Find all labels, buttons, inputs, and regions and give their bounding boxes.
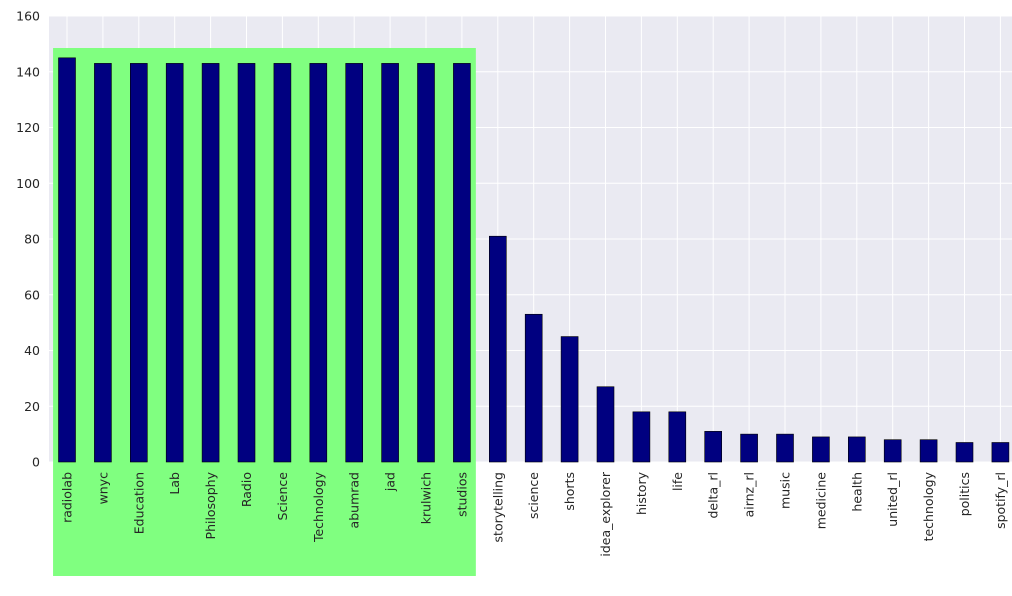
bar-Lab	[165, 63, 184, 463]
x-tick-label-jad: jad	[383, 472, 398, 492]
bar-technology	[919, 439, 938, 463]
bar-Science	[273, 63, 292, 463]
bars	[58, 57, 1010, 463]
bar-idea_explorer	[596, 386, 615, 463]
x-tick-label-Philosophy: Philosophy	[203, 471, 218, 539]
x-tick-label-science: science	[526, 472, 541, 519]
bar-politics	[955, 442, 974, 463]
bar-health	[847, 436, 866, 463]
y-tick-label: 20	[24, 399, 40, 414]
bar-medicine	[812, 436, 830, 463]
bar-life	[668, 411, 687, 463]
x-tick-label-technology: technology	[921, 471, 936, 541]
y-tick-label: 60	[24, 287, 40, 302]
x-tick-label-studios: studios	[454, 472, 469, 517]
x-tick-label-delta_rl: delta_rl	[706, 472, 721, 519]
bar-airnz_rl	[740, 433, 758, 463]
bar-storytelling	[488, 235, 507, 463]
bar-abumrad	[345, 63, 364, 463]
bar-music	[776, 433, 794, 463]
x-tick-label-united_rl: united_rl	[885, 472, 900, 527]
bar-spotify_rl	[991, 442, 1010, 463]
bar-united_rl	[883, 439, 902, 463]
bar-wnyc	[94, 63, 112, 463]
x-tick-label-storytelling: storytelling	[490, 472, 505, 542]
x-tick-label-Radio: Radio	[239, 472, 254, 507]
bar-jad	[381, 63, 399, 463]
y-tick-label: 160	[16, 9, 40, 24]
y-tick-label: 100	[16, 176, 40, 191]
bar-Radio	[237, 63, 256, 463]
bar-Education	[130, 63, 148, 463]
bar-Technology	[309, 63, 328, 463]
x-tick-label-Lab: Lab	[167, 472, 182, 495]
x-tick-label-airnz_rl: airnz_rl	[742, 472, 757, 517]
y-axis-ticks: 0 20 40 60 80 100 120 140 160	[16, 9, 40, 470]
x-tick-label-medicine: medicine	[813, 472, 828, 530]
x-axis-ticks: radiolab wnyc Education Lab Philosophy Radio S…	[60, 471, 1008, 556]
highlight-region	[53, 48, 476, 576]
bar-krulwich	[417, 63, 435, 463]
x-tick-label-life: life	[670, 472, 685, 491]
x-tick-label-radiolab: radiolab	[60, 472, 75, 523]
y-tick-label: 140	[16, 64, 40, 79]
x-tick-label-krulwich: krulwich	[419, 472, 434, 524]
x-tick-label-Education: Education	[131, 472, 146, 534]
bar-shorts	[560, 336, 579, 463]
bar-radiolab	[58, 57, 76, 463]
bar-Philosophy	[201, 63, 220, 463]
x-tick-label-Science: Science	[275, 472, 290, 521]
y-tick-label: 80	[24, 232, 40, 247]
bar-delta_rl	[704, 431, 723, 463]
x-tick-label-shorts: shorts	[562, 472, 577, 511]
x-tick-label-politics: politics	[957, 472, 972, 516]
x-tick-label-Technology: Technology	[311, 471, 326, 543]
bar-studios	[453, 63, 471, 463]
x-tick-label-music: music	[778, 472, 793, 509]
x-tick-label-health: health	[849, 472, 864, 512]
x-tick-label-wnyc: wnyc	[95, 472, 110, 505]
x-tick-label-history: history	[634, 471, 649, 515]
y-tick-label: 0	[32, 455, 40, 470]
x-tick-label-idea_explorer: idea_explorer	[598, 471, 613, 556]
y-tick-label: 40	[24, 343, 40, 358]
y-tick-label: 120	[16, 120, 40, 135]
x-tick-label-spotify_rl: spotify_rl	[993, 472, 1008, 529]
bar-science	[524, 313, 543, 463]
x-tick-label-abumrad: abumrad	[347, 472, 362, 528]
bar-history	[632, 411, 651, 463]
